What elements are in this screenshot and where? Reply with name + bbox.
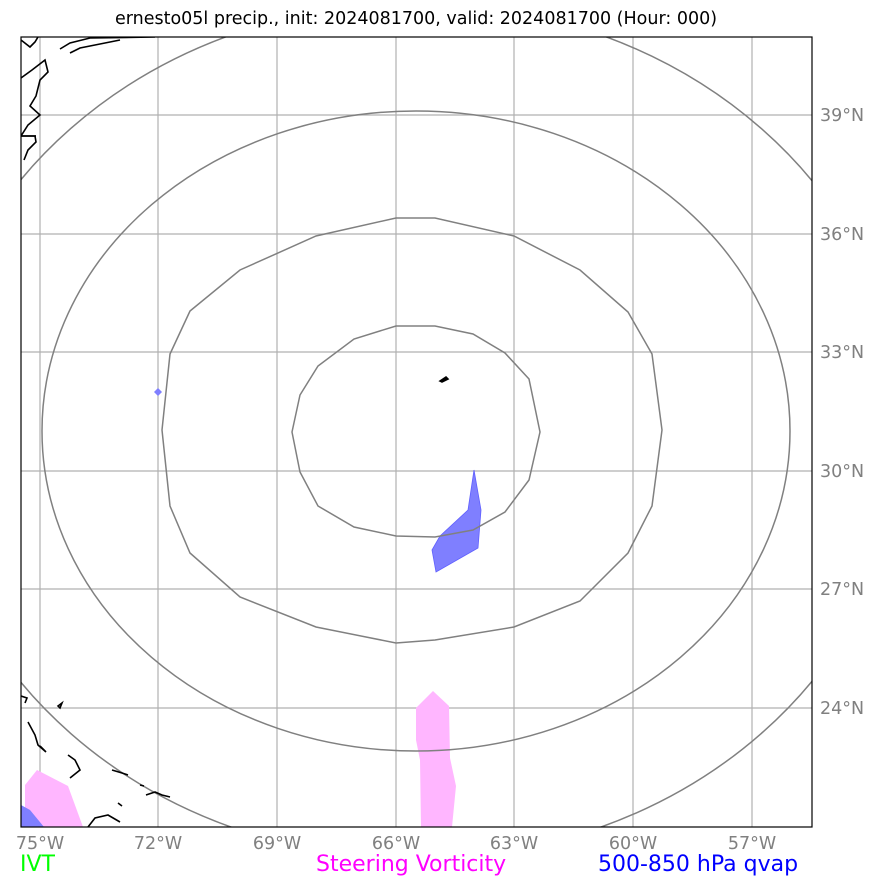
ring-3 bbox=[41, 110, 791, 752]
coastline-bahamas-5 bbox=[111, 769, 129, 776]
lat-tick-label: 36°N bbox=[820, 225, 864, 245]
lat-tick-label: 33°N bbox=[820, 343, 864, 363]
lon-tick-label: 60°W bbox=[609, 834, 657, 854]
map-frame bbox=[20, 36, 813, 828]
lon-tick-labels: 75°W 72°W 69°W 66°W 63°W 60°W 57°W bbox=[16, 834, 776, 854]
coastline-northeast-us bbox=[21, 37, 39, 49]
map-title: ernesto05l precip., init: 2024081700, va… bbox=[114, 9, 718, 29]
lon-tick-label: 69°W bbox=[253, 834, 301, 854]
map-plot-area bbox=[21, 37, 812, 827]
lon-tick-label: 66°W bbox=[372, 834, 420, 854]
coastlines bbox=[21, 37, 450, 827]
vorticity-fill-south bbox=[416, 691, 456, 827]
lon-tick-label: 72°W bbox=[134, 834, 182, 854]
coastline-bahamas-8 bbox=[139, 784, 145, 787]
coastline-bahamas-1 bbox=[21, 695, 29, 704]
gridlines bbox=[21, 37, 812, 827]
coastline-cape bbox=[69, 39, 121, 54]
coastline-bahamas-6 bbox=[145, 791, 171, 798]
ring-1 bbox=[291, 325, 541, 538]
lat-tick-label: 24°N bbox=[820, 699, 864, 719]
lat-tick-label: 27°N bbox=[820, 580, 864, 600]
qvap-fill-southwest bbox=[21, 805, 44, 827]
coastline-bahamas-2 bbox=[27, 721, 47, 753]
bermuda-island bbox=[438, 375, 450, 383]
coastline-bahamas-7 bbox=[117, 802, 123, 807]
lon-tick-label: 63°W bbox=[490, 834, 538, 854]
qvap-dot bbox=[154, 388, 162, 396]
legend-qvap: 500-850 hPa qvap bbox=[598, 852, 799, 877]
qvap-fill-central bbox=[431, 469, 482, 573]
coastline-bahamas-4 bbox=[67, 754, 82, 779]
distance-rings bbox=[21, 37, 812, 827]
legend-ivt: IVT bbox=[20, 852, 55, 877]
lon-tick-label: 75°W bbox=[16, 834, 64, 854]
legend-vorticity: Steering Vorticity bbox=[316, 852, 507, 877]
lat-tick-label: 39°N bbox=[820, 106, 864, 126]
lat-tick-label: 30°N bbox=[820, 462, 864, 482]
vorticity-fill-southwest bbox=[25, 770, 83, 827]
ring-2 bbox=[161, 217, 663, 644]
lon-tick-label: 57°W bbox=[728, 834, 776, 854]
coastline-bahamas-3 bbox=[56, 700, 64, 710]
coastline-nova-scotia bbox=[21, 58, 49, 161]
coastline-hispaniola bbox=[87, 814, 121, 827]
lat-tick-labels: 39°N 36°N 33°N 30°N 27°N 24°N bbox=[820, 106, 864, 719]
